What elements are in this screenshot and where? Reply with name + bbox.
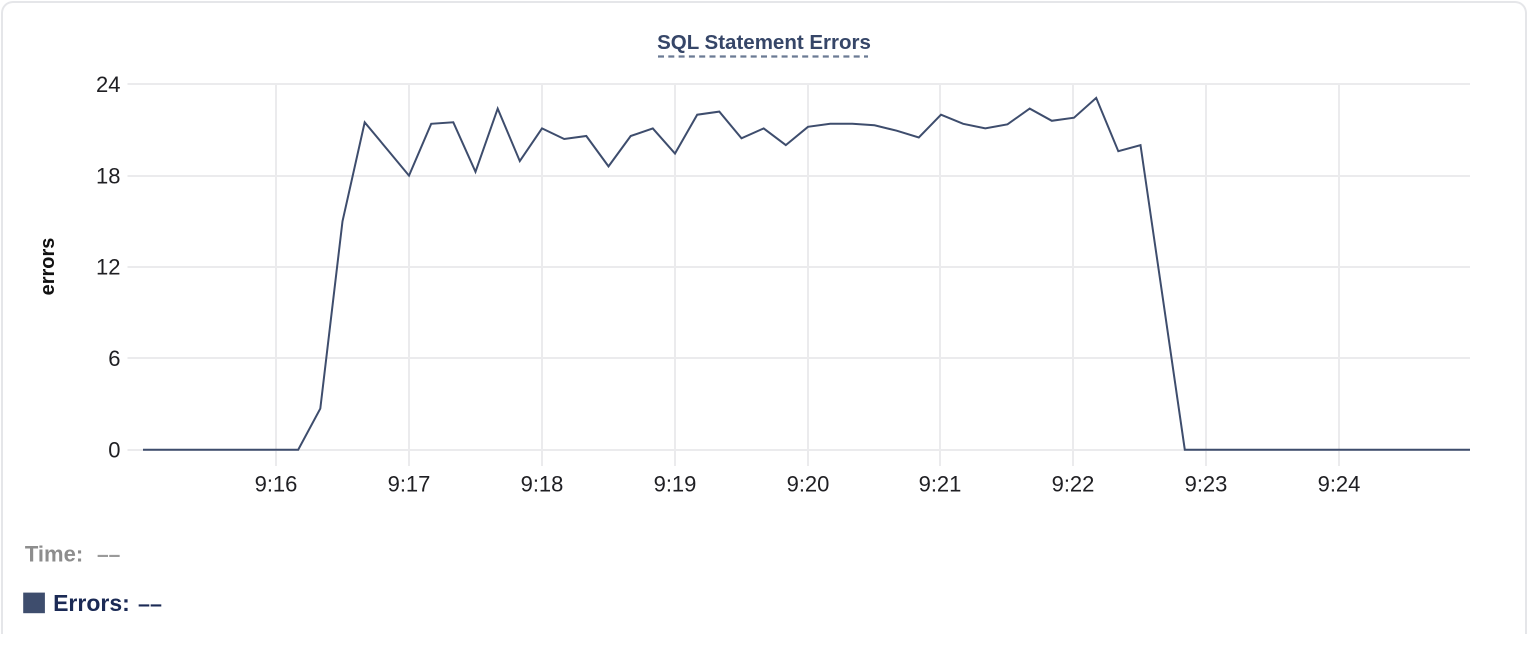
svg-text:9:16: 9:16 (255, 472, 298, 497)
svg-text:––: –– (97, 544, 121, 567)
svg-text:9:23: 9:23 (1185, 472, 1228, 497)
svg-text:18: 18 (96, 163, 120, 188)
svg-text:9:22: 9:22 (1052, 472, 1095, 497)
svg-text:12: 12 (96, 255, 120, 280)
svg-text:0: 0 (108, 437, 120, 462)
svg-text:Time:: Time: (25, 542, 83, 567)
svg-text:––: –– (138, 592, 162, 616)
svg-text:6: 6 (108, 346, 120, 371)
svg-text:SQL Statement Errors: SQL Statement Errors (657, 31, 871, 54)
svg-text:Errors:: Errors: (53, 590, 130, 616)
svg-text:9:19: 9:19 (654, 472, 697, 497)
svg-text:9:24: 9:24 (1318, 472, 1361, 497)
svg-text:9:20: 9:20 (787, 472, 830, 497)
svg-text:9:21: 9:21 (919, 472, 962, 497)
svg-text:9:17: 9:17 (388, 472, 431, 497)
svg-text:9:18: 9:18 (521, 472, 564, 497)
svg-text:24: 24 (96, 72, 120, 97)
svg-text:errors: errors (37, 238, 59, 296)
